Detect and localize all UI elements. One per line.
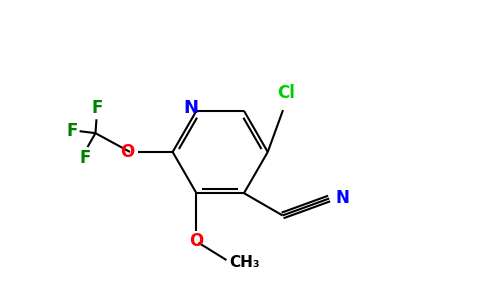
Text: F: F	[92, 99, 103, 117]
Text: N: N	[183, 99, 198, 117]
Text: Cl: Cl	[277, 84, 295, 102]
Text: O: O	[189, 232, 204, 250]
Text: N: N	[335, 188, 349, 206]
Text: O: O	[120, 143, 134, 161]
Text: CH₃: CH₃	[229, 254, 259, 269]
Text: F: F	[66, 122, 77, 140]
Text: F: F	[80, 149, 91, 167]
